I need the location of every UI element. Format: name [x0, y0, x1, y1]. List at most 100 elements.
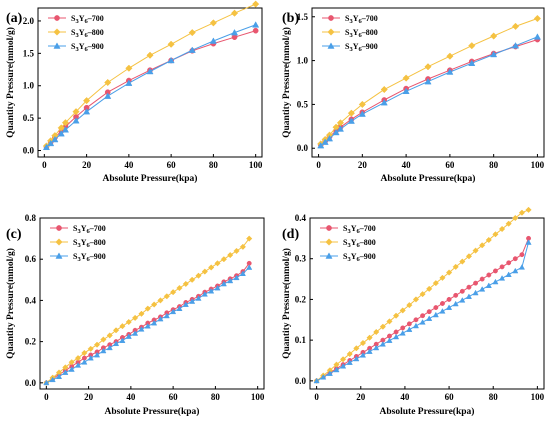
series-S3Y6-800 [43, 235, 253, 386]
data-point [346, 359, 353, 365]
data-point [452, 300, 459, 307]
y-tick-label: 0.0 [295, 376, 307, 386]
data-point [170, 308, 177, 315]
data-point [472, 247, 479, 254]
data-point [163, 293, 170, 300]
panel-label: (d) [282, 227, 299, 242]
data-point [332, 128, 340, 136]
data-point [505, 271, 512, 277]
data-point [220, 256, 227, 263]
y-tick-label: 0.4 [25, 295, 37, 305]
data-point [157, 297, 164, 304]
data-point [358, 110, 366, 117]
legend-marker [54, 15, 60, 21]
data-point [144, 305, 151, 312]
legend-label: S3Y6–700 [343, 224, 376, 235]
data-point [413, 317, 419, 323]
data-point [233, 274, 240, 281]
data-point [68, 366, 75, 372]
y-tick-label: 0.2 [295, 294, 307, 304]
data-point [386, 318, 393, 325]
data-point [406, 321, 412, 327]
data-point [201, 268, 208, 275]
series-S3Y6-900 [313, 239, 532, 384]
series-line [320, 39, 538, 146]
y-tick-label: 0.2 [25, 337, 37, 347]
data-point [533, 33, 541, 40]
data-point [459, 258, 466, 265]
data-point [459, 297, 466, 303]
data-point [106, 344, 113, 351]
data-point [402, 74, 410, 82]
legend-marker [55, 252, 63, 259]
data-point [125, 333, 132, 339]
x-tick-label: 20 [356, 392, 366, 402]
y-axis-title: Quantity Pressure(mmol/g) [5, 248, 16, 359]
data-point [233, 247, 240, 255]
data-point [57, 130, 65, 137]
panel-label: (c) [6, 227, 22, 242]
y-tick-label: 1.0 [297, 56, 309, 66]
plot-frame [311, 7, 545, 158]
data-point [406, 302, 413, 309]
data-point [83, 97, 91, 105]
x-tick-label: 60 [445, 392, 455, 402]
data-point [138, 326, 145, 332]
panel-label: (b) [282, 11, 299, 26]
data-point [317, 141, 325, 149]
data-point [321, 138, 329, 145]
data-point [386, 337, 393, 343]
x-tick-label: 0 [44, 392, 49, 402]
data-point [170, 289, 177, 296]
data-point [189, 298, 196, 304]
chart-panel-b: 0 20 40 60 80 100 0.0 0.5 1.0 1.5 Absolute Pressur… [281, 7, 545, 184]
data-point [465, 293, 473, 299]
chart-panel-c: 0 20 40 60 80 100 0.0 0.2 0.4 0.6 0.8 Absolute Pres… [5, 213, 265, 417]
data-point [452, 263, 459, 270]
y-tick-label: 0.0 [25, 378, 37, 388]
data-point [320, 374, 327, 380]
data-point [412, 322, 420, 329]
data-point [440, 301, 445, 306]
series-S3Y6-800 [42, 0, 260, 150]
data-point [379, 341, 386, 347]
x-tick-label: 100 [531, 160, 545, 170]
data-point [525, 206, 532, 213]
data-point [512, 42, 520, 49]
legend-label: S3Y6–700 [345, 14, 378, 25]
data-point [42, 143, 50, 151]
data-point [131, 314, 139, 322]
x-tick-label: 0 [314, 392, 319, 402]
data-point [353, 345, 360, 352]
data-point [106, 332, 113, 339]
data-point [432, 311, 439, 318]
data-point [146, 67, 154, 75]
data-point [83, 108, 91, 115]
legend-marker [55, 238, 63, 246]
data-point [340, 363, 347, 369]
data-point [68, 359, 75, 366]
data-point [138, 310, 145, 317]
data-point [227, 251, 234, 259]
x-tick-label: 0 [316, 160, 321, 170]
data-point [93, 341, 101, 348]
panel-label: (a) [6, 11, 23, 26]
data-point [518, 264, 525, 270]
data-point [347, 117, 355, 124]
data-point [359, 352, 367, 358]
data-point [81, 359, 88, 365]
y-tick-label: 0.1 [295, 335, 307, 345]
data-point [125, 318, 132, 326]
x-tick-label: 40 [124, 160, 134, 170]
y-axis-title: Quantity Pressure(mmol/g) [5, 27, 16, 138]
data-point [230, 28, 239, 36]
data-point [426, 285, 433, 292]
data-point [468, 59, 476, 66]
data-point [195, 295, 202, 301]
data-point [119, 337, 126, 343]
data-point [87, 345, 94, 352]
y-axis-title: Quantity Pressure(mmol/g) [281, 248, 292, 359]
data-point [195, 272, 202, 279]
